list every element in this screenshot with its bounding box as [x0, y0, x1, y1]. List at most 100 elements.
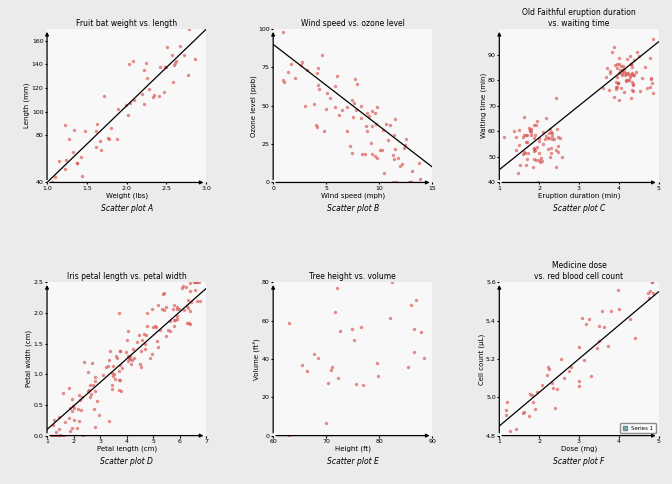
Point: [349, 75, 360, 83]
Point: [347, 113, 358, 121]
Point: [645, 287, 656, 295]
Point: [176, 284, 187, 292]
Point: [144, 85, 155, 93]
Point: [544, 365, 554, 373]
Point: [189, 278, 200, 286]
Point: [114, 309, 124, 317]
Point: [518, 149, 529, 156]
Point: [54, 431, 65, 439]
Point: [120, 348, 131, 356]
Point: [60, 418, 71, 425]
X-axis label: Weight (lbs): Weight (lbs): [106, 192, 148, 199]
Point: [157, 305, 167, 313]
Point: [128, 57, 138, 65]
Point: [115, 376, 126, 384]
Point: [175, 42, 185, 49]
Point: [371, 120, 382, 128]
Point: [547, 384, 558, 392]
Point: [90, 377, 101, 385]
Point: [114, 367, 124, 375]
Point: [125, 355, 136, 363]
Point: [518, 151, 529, 158]
Point: [136, 363, 147, 371]
Point: [138, 331, 149, 338]
Point: [407, 166, 418, 174]
Point: [179, 51, 190, 59]
Point: [505, 426, 515, 434]
Title: Iris petal length vs. petal width: Iris petal length vs. petal width: [67, 272, 187, 281]
Title: Tree height vs. volume: Tree height vs. volume: [309, 272, 396, 281]
Point: [385, 121, 396, 129]
Point: [531, 117, 542, 125]
Point: [511, 147, 521, 154]
Point: [544, 153, 555, 161]
Point: [563, 367, 574, 375]
Point: [415, 329, 426, 336]
Point: [106, 124, 116, 132]
Point: [550, 163, 561, 171]
Point: [390, 179, 401, 186]
Point: [634, 87, 645, 95]
Point: [538, 128, 548, 136]
Point: [336, 106, 347, 114]
Point: [613, 79, 624, 87]
Point: [312, 81, 323, 89]
Point: [312, 123, 323, 131]
Point: [134, 360, 145, 367]
Point: [183, 304, 194, 312]
Point: [194, 278, 204, 286]
Text: Scatter plot D: Scatter plot D: [100, 457, 153, 467]
Point: [400, 141, 411, 149]
Point: [319, 127, 330, 135]
Point: [530, 156, 541, 164]
Point: [612, 60, 623, 68]
Point: [181, 283, 192, 290]
Point: [610, 78, 621, 86]
Point: [628, 88, 638, 95]
Point: [182, 319, 193, 327]
Point: [107, 369, 118, 377]
Point: [641, 84, 652, 91]
Point: [111, 352, 122, 360]
Point: [350, 106, 361, 114]
Text: Scatter plot A: Scatter plot A: [101, 204, 153, 213]
Point: [529, 145, 540, 152]
Point: [634, 52, 644, 60]
X-axis label: Petal length (cm): Petal length (cm): [97, 445, 157, 452]
Point: [50, 174, 60, 182]
Point: [612, 83, 623, 91]
Point: [366, 107, 377, 115]
Point: [334, 112, 345, 120]
Point: [77, 432, 88, 439]
Point: [646, 278, 657, 286]
Point: [579, 356, 589, 364]
Point: [128, 345, 138, 353]
Point: [148, 323, 159, 331]
Point: [310, 121, 321, 129]
Point: [410, 296, 421, 303]
Point: [523, 124, 534, 132]
Y-axis label: Petal width (cm): Petal width (cm): [26, 330, 32, 388]
Point: [517, 409, 528, 417]
Point: [534, 135, 545, 142]
Text: Scatter plot B: Scatter plot B: [327, 204, 379, 213]
Point: [171, 305, 182, 313]
Text: Scatter plot E: Scatter plot E: [327, 457, 379, 467]
Point: [643, 294, 654, 302]
Point: [594, 322, 605, 330]
Point: [414, 159, 425, 166]
Point: [311, 69, 322, 76]
Point: [114, 387, 124, 394]
Point: [625, 73, 636, 81]
Point: [517, 133, 528, 141]
Point: [296, 361, 307, 369]
Point: [530, 131, 540, 139]
Point: [151, 323, 162, 331]
Point: [545, 129, 556, 136]
Point: [617, 71, 628, 79]
Point: [618, 68, 629, 76]
Point: [547, 129, 558, 136]
Point: [110, 376, 120, 383]
Point: [546, 144, 556, 152]
Point: [586, 373, 597, 380]
